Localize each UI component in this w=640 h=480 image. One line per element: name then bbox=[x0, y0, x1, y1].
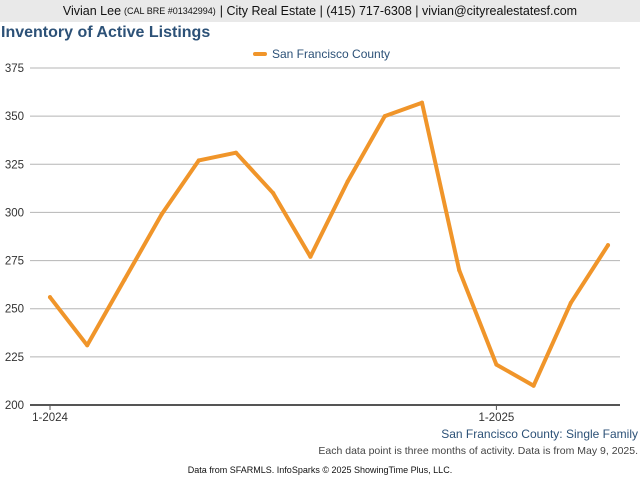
footnote: Each data point is three months of activ… bbox=[318, 445, 638, 457]
legend-label: San Francisco County bbox=[272, 47, 391, 61]
y-tick-label: 375 bbox=[5, 63, 24, 75]
data-point bbox=[494, 362, 499, 367]
data-point bbox=[308, 254, 313, 259]
x-tick-label: 1-2024 bbox=[32, 412, 68, 424]
data-point bbox=[420, 100, 424, 105]
y-tick-label: 250 bbox=[5, 304, 24, 316]
agent-name: Vivian Lee bbox=[62, 4, 122, 18]
data-point bbox=[159, 212, 164, 217]
data-point bbox=[271, 191, 276, 196]
data-point bbox=[345, 179, 350, 184]
data-point bbox=[457, 268, 462, 273]
data-point bbox=[531, 383, 536, 388]
series-line-san-francisco-county bbox=[48, 100, 610, 388]
chart-title: Inventory of Active Listings bbox=[1, 24, 211, 41]
data-point bbox=[122, 277, 127, 282]
y-tick-label: 300 bbox=[5, 207, 24, 219]
y-tick-label: 200 bbox=[5, 400, 24, 412]
data-point bbox=[196, 158, 201, 163]
agent-header-bar: Vivian Lee (CAL BRE #01342994) | City Re… bbox=[0, 0, 640, 22]
y-tick-label: 225 bbox=[5, 352, 24, 364]
y-tick-label: 350 bbox=[5, 111, 24, 123]
grid-lines bbox=[30, 67, 620, 358]
series-layer bbox=[48, 100, 610, 388]
data-point bbox=[382, 114, 387, 119]
data-point bbox=[234, 150, 238, 155]
data-point bbox=[85, 343, 90, 348]
y-tick-label: 275 bbox=[5, 256, 24, 268]
agent-contact-details: | City Real Estate | (415) 717-6308 | vi… bbox=[219, 4, 578, 18]
agent-license: (CAL BRE #01342994) bbox=[124, 6, 216, 16]
axes: 200 225 250 275 300 325 350 375 1-2024 1-2025 bbox=[5, 63, 620, 424]
legend-swatch bbox=[253, 52, 267, 56]
footer-credit: Data from SFARMLS. InfoSparks © 2025 Sho… bbox=[187, 465, 453, 475]
chart-legend[interactable]: San Francisco County bbox=[253, 46, 390, 62]
chart-subtitle: San Francisco County: Single Family bbox=[441, 427, 638, 441]
data-point bbox=[568, 300, 573, 305]
data-point bbox=[48, 295, 52, 300]
data-point bbox=[606, 243, 610, 248]
x-tick-label: 1-2025 bbox=[478, 412, 514, 424]
y-tick-label: 325 bbox=[5, 159, 24, 171]
